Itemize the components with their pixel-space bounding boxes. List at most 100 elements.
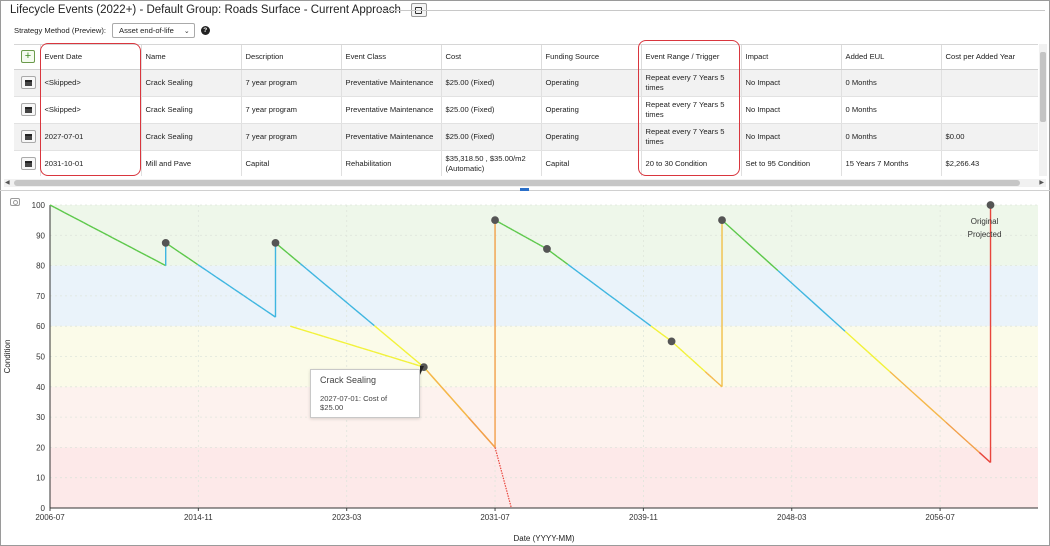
- projected-line-segment: [889, 371, 902, 383]
- projected-line-segment: [126, 244, 133, 249]
- projected-line-segment: [660, 333, 667, 339]
- cell-added-eul: 0 Months: [841, 69, 942, 97]
- col-header[interactable]: Event Range / Trigger: [641, 45, 742, 70]
- edit-event-button[interactable]: [21, 130, 36, 143]
- col-header[interactable]: Impact: [741, 45, 842, 70]
- projected-line-segment: [537, 243, 541, 246]
- original-line-segment: [476, 426, 481, 432]
- col-header[interactable]: Funding Source: [541, 45, 642, 70]
- original-line-segment: [351, 344, 358, 348]
- cell-impact: No Impact: [741, 123, 842, 151]
- chart-tooltip: Crack Sealing 2027-07-01: Cost of $25.00: [310, 369, 420, 418]
- original-line-segment: [429, 373, 434, 378]
- calendar-icon: [25, 160, 32, 167]
- scroll-left-icon[interactable]: ◀: [5, 180, 10, 186]
- projected-line-segment: [507, 226, 511, 230]
- original-line-segment: [503, 482, 506, 486]
- chevron-down-icon: ⌄: [183, 27, 190, 35]
- table-horizontal-scrollbar[interactable]: ◀ ▶: [4, 179, 1046, 187]
- original-line-segment: [508, 500, 511, 504]
- col-header[interactable]: Cost: [441, 45, 542, 70]
- cell-added-eul: 0 Months: [841, 123, 942, 151]
- edit-event-button[interactable]: [21, 157, 36, 170]
- projected-line-segment: [49, 204, 56, 209]
- condition-chart: 0 10 20 30 40 50 60 70 80 90 100 2006-07 2014-11 2023…: [3, 201, 1038, 543]
- projected-line-segment: [683, 352, 687, 356]
- col-header[interactable]: Cost per Added Year: [941, 45, 1038, 70]
- original-line-segment: [473, 423, 478, 428]
- projected-line-segment: [54, 206, 60, 211]
- original-line-segment: [488, 440, 493, 445]
- projected-line-segment: [238, 291, 244, 297]
- original-line-segment: [455, 403, 460, 408]
- help-icon[interactable]: ?: [200, 26, 210, 35]
- projected-line-segment: [535, 242, 539, 245]
- table-vertical-scrollbar[interactable]: [1039, 44, 1047, 176]
- original-line-segment: [461, 410, 466, 415]
- original-line-segment: [503, 480, 506, 483]
- col-header[interactable]: Added EUL: [841, 45, 942, 70]
- y-tick-label: 0: [41, 504, 46, 513]
- original-line-segment: [379, 352, 386, 356]
- projected-line-segment: [531, 239, 535, 243]
- strategy-label: Strategy Method (Preview):: [14, 26, 107, 35]
- scroll-right-icon[interactable]: ▶: [1039, 180, 1044, 186]
- col-header[interactable]: Name: [141, 45, 242, 70]
- table-row[interactable]: <Skipped> Crack Sealing 7 year program P…: [14, 69, 1038, 97]
- table-row[interactable]: 2027-07-01 Crack Sealing 7 year program …: [14, 123, 1038, 151]
- projected-line-segment: [855, 340, 868, 352]
- x-tick-label: 2023-03: [332, 513, 362, 522]
- table-row[interactable]: <Skipped> Crack Sealing 7 year program P…: [14, 96, 1038, 124]
- camera-icon[interactable]: [10, 198, 20, 206]
- condition-band: [50, 386, 1038, 448]
- projected-line-segment: [155, 259, 162, 264]
- projected-line-segment: [398, 345, 406, 353]
- event-marker: [271, 238, 280, 247]
- page-title: Lifecycle Events (2022+) - Default Group…: [10, 4, 401, 16]
- projected-line-segment: [593, 283, 600, 289]
- original-line-segment: [441, 386, 446, 391]
- x-tick-label: 2048-03: [777, 513, 807, 522]
- calendar-icon: [25, 106, 32, 113]
- events-table: + Event Date Name Description Event Clas…: [14, 45, 1038, 176]
- cell-name: Mill and Pave: [141, 150, 242, 176]
- cell-cost-per-year: $0.00: [941, 123, 1038, 151]
- projected-line-segment: [911, 391, 924, 403]
- projected-line-segment: [131, 247, 138, 252]
- projected-line-segment: [732, 229, 745, 241]
- event-marker: [543, 245, 551, 253]
- projected-line-segment: [229, 285, 235, 290]
- scrollbar-thumb[interactable]: [1040, 52, 1046, 122]
- strategy-select[interactable]: Asset end-of-life ⌄: [112, 23, 195, 38]
- edit-event-button[interactable]: [21, 76, 36, 89]
- projected-line-segment: [261, 307, 267, 312]
- projected-line-segment: [692, 359, 696, 363]
- projected-line-segment: [233, 288, 240, 293]
- projected-line-segment: [107, 234, 114, 239]
- projected-line-segment: [215, 276, 221, 281]
- col-header[interactable]: Description: [241, 45, 342, 70]
- scrollbar-thumb[interactable]: [14, 180, 1020, 186]
- projected-line-segment: [509, 227, 513, 231]
- projected-line-segment: [844, 330, 857, 342]
- event-marker: [491, 216, 499, 225]
- series-annotation: Original: [971, 217, 999, 226]
- panel-splitter-handle[interactable]: [520, 188, 529, 191]
- original-line-segment: [509, 502, 512, 506]
- add-event-button[interactable]: +: [21, 50, 35, 64]
- original-line-segment: [438, 383, 443, 388]
- cell-range: Repeat every 7 Years 5 times: [641, 123, 742, 151]
- original-line-segment: [485, 436, 490, 442]
- projected-line-segment: [136, 249, 142, 254]
- tooltip-body: 2027-07-01: Cost of $25.00: [320, 394, 388, 412]
- projected-line-segment: [711, 376, 715, 380]
- edit-event-button[interactable]: [21, 103, 36, 116]
- table-row[interactable]: 2031-10-01 Mill and Pave Capital Rehabil…: [14, 150, 1038, 176]
- cell-cost: $25.00 (Fixed): [441, 123, 542, 151]
- col-header[interactable]: Event Date: [40, 45, 142, 70]
- col-header[interactable]: Event Class: [341, 45, 442, 70]
- original-line-segment: [345, 342, 352, 346]
- y-tick-label: 100: [32, 201, 46, 210]
- projected-line-segment: [527, 237, 530, 240]
- original-line-segment: [426, 369, 431, 375]
